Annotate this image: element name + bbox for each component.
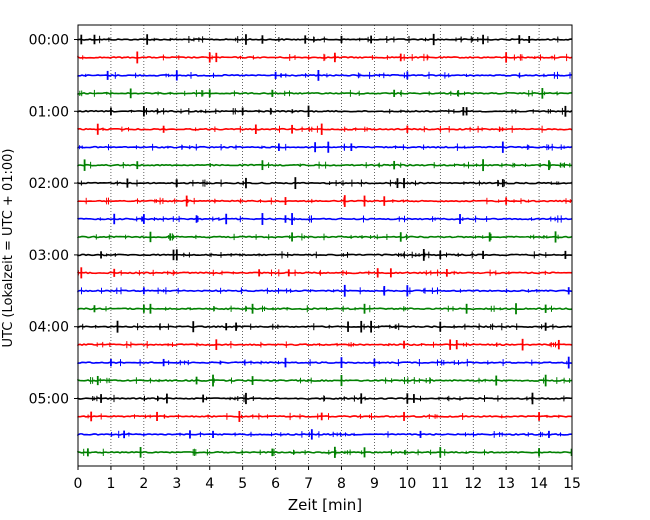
trace-line xyxy=(77,127,573,131)
trace-line xyxy=(77,217,573,221)
x-tick-label-3: 3 xyxy=(172,476,181,492)
trace-line xyxy=(77,450,573,454)
x-tick-label-1: 1 xyxy=(106,476,115,492)
x-tick-label-10: 10 xyxy=(398,476,416,492)
trace-row-04:00 xyxy=(77,320,573,333)
trace-row-04:45 xyxy=(77,374,573,387)
x-tick-label-9: 9 xyxy=(370,476,379,492)
trace-line xyxy=(77,145,573,149)
x-tick-label-4: 4 xyxy=(205,476,214,492)
trace-line xyxy=(77,343,573,347)
trace-line xyxy=(77,325,573,329)
x-tick-label-6: 6 xyxy=(271,476,280,492)
trace-row-01:15 xyxy=(77,123,573,135)
plot-frame xyxy=(77,24,573,467)
trace-row-05:15 xyxy=(77,410,573,422)
x-tick-label-2: 2 xyxy=(139,476,148,492)
trace-row-04:15 xyxy=(77,338,573,351)
trace-row-05:30 xyxy=(77,429,573,440)
x-tick-label-15: 15 xyxy=(563,476,581,492)
trace-line xyxy=(77,181,573,185)
trace-row-02:45 xyxy=(77,231,573,243)
x-tick-label-7: 7 xyxy=(304,476,313,492)
trace-row-05:00 xyxy=(77,392,573,405)
trace-row-01:00 xyxy=(77,105,573,117)
x-tick-label-0: 0 xyxy=(74,476,83,492)
trace-row-01:30 xyxy=(77,141,573,153)
trace-row-03:45 xyxy=(77,303,573,315)
trace-line xyxy=(77,361,573,364)
trace-line xyxy=(77,109,573,113)
trace-line xyxy=(77,289,573,293)
trace-row-01:45 xyxy=(77,159,573,172)
trace-row-00:15 xyxy=(77,51,573,64)
trace-line xyxy=(77,91,573,95)
trace-row-02:15 xyxy=(77,195,573,207)
y-tick-label-03:00: 03:00 xyxy=(29,248,69,264)
x-tick-label-11: 11 xyxy=(431,476,449,492)
y-tick-label-02:00: 02:00 xyxy=(29,176,69,192)
trace-line xyxy=(77,271,573,275)
trace-line xyxy=(77,199,573,203)
y-axis-title: UTC (Lokalzeit = UTC + 01:00) xyxy=(1,149,16,348)
trace-row-03:30 xyxy=(77,284,573,297)
trace-row-00:30 xyxy=(77,69,573,81)
trace-row-00:00 xyxy=(77,33,573,46)
trace-line xyxy=(77,74,573,77)
trace-row-05:45 xyxy=(77,446,573,458)
y-tick-label-04:00: 04:00 xyxy=(29,320,69,336)
y-tick-label-05:00: 05:00 xyxy=(29,392,69,408)
trace-row-03:00 xyxy=(77,249,573,261)
trace-row-02:00 xyxy=(77,177,573,190)
x-tick-label-12: 12 xyxy=(464,476,482,492)
x-axis-title: Zeit [min] xyxy=(288,496,362,514)
trace-line xyxy=(77,38,573,41)
trace-row-03:15 xyxy=(77,267,573,279)
trace-line xyxy=(77,379,573,382)
trace-row-00:45 xyxy=(77,88,573,99)
x-tick-label-8: 8 xyxy=(337,476,346,492)
x-axis-ticks: 0 1 2 3 4 5 6 7 8 9 10 11 12 13 14 15 xyxy=(74,466,581,492)
y-tick-label-00:00: 00:00 xyxy=(29,33,69,49)
trace-row-02:30 xyxy=(77,213,573,225)
x-tick-label-14: 14 xyxy=(530,476,548,492)
trace-lines xyxy=(77,33,573,458)
y-tick-label-01:00: 01:00 xyxy=(29,104,69,120)
trace-line xyxy=(77,235,573,239)
y-axis-ticks: 00:00 01:00 02:00 03:00 04:00 05:00 xyxy=(29,33,78,408)
x-tick-label-5: 5 xyxy=(238,476,247,492)
x-tick-label-13: 13 xyxy=(497,476,515,492)
trace-line xyxy=(77,307,573,311)
trace-row-04:30 xyxy=(77,356,573,369)
trace-line xyxy=(77,432,573,437)
trace-line xyxy=(77,253,573,257)
trace-line xyxy=(77,163,573,167)
trace-line xyxy=(77,415,573,418)
